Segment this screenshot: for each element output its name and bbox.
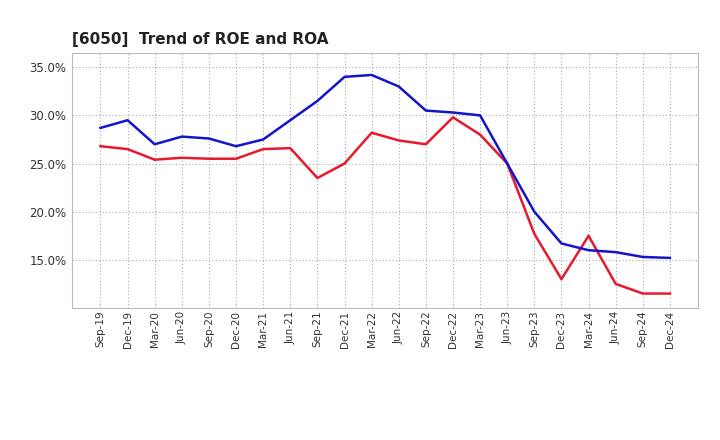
- ROE: [178, 155, 186, 161]
- ROE: [367, 130, 376, 136]
- ROA: [178, 134, 186, 139]
- ROE: [584, 233, 593, 238]
- ROE: [313, 176, 322, 181]
- ROE: [530, 231, 539, 236]
- ROA: [259, 137, 268, 142]
- ROA: [150, 142, 159, 147]
- ROE: [395, 138, 403, 143]
- ROE: [204, 156, 213, 161]
- ROE: [611, 281, 620, 286]
- ROA: [584, 248, 593, 253]
- ROE: [557, 276, 566, 282]
- ROA: [476, 113, 485, 118]
- ROA: [530, 209, 539, 214]
- ROE: [286, 146, 294, 151]
- ROE: [639, 291, 647, 296]
- ROE: [503, 161, 511, 166]
- ROA: [665, 255, 674, 260]
- ROA: [557, 241, 566, 246]
- ROA: [449, 110, 457, 115]
- Line: ROA: ROA: [101, 75, 670, 258]
- ROE: [341, 161, 349, 166]
- ROE: [259, 147, 268, 152]
- ROE: [476, 132, 485, 137]
- ROA: [367, 72, 376, 77]
- ROA: [123, 117, 132, 123]
- ROE: [421, 142, 430, 147]
- ROA: [639, 254, 647, 260]
- ROE: [96, 143, 105, 149]
- ROA: [204, 136, 213, 141]
- ROE: [123, 147, 132, 152]
- ROA: [313, 98, 322, 103]
- ROE: [232, 156, 240, 161]
- ROA: [232, 143, 240, 149]
- Line: ROE: ROE: [101, 117, 670, 293]
- ROA: [341, 74, 349, 80]
- ROE: [665, 291, 674, 296]
- ROE: [150, 157, 159, 162]
- ROA: [395, 84, 403, 89]
- ROA: [96, 125, 105, 131]
- ROA: [421, 108, 430, 113]
- ROA: [286, 117, 294, 123]
- ROE: [449, 115, 457, 120]
- ROA: [611, 249, 620, 255]
- ROA: [503, 161, 511, 166]
- Legend: ROE, ROA: ROE, ROA: [316, 436, 454, 440]
- Text: [6050]  Trend of ROE and ROA: [6050] Trend of ROE and ROA: [72, 33, 328, 48]
